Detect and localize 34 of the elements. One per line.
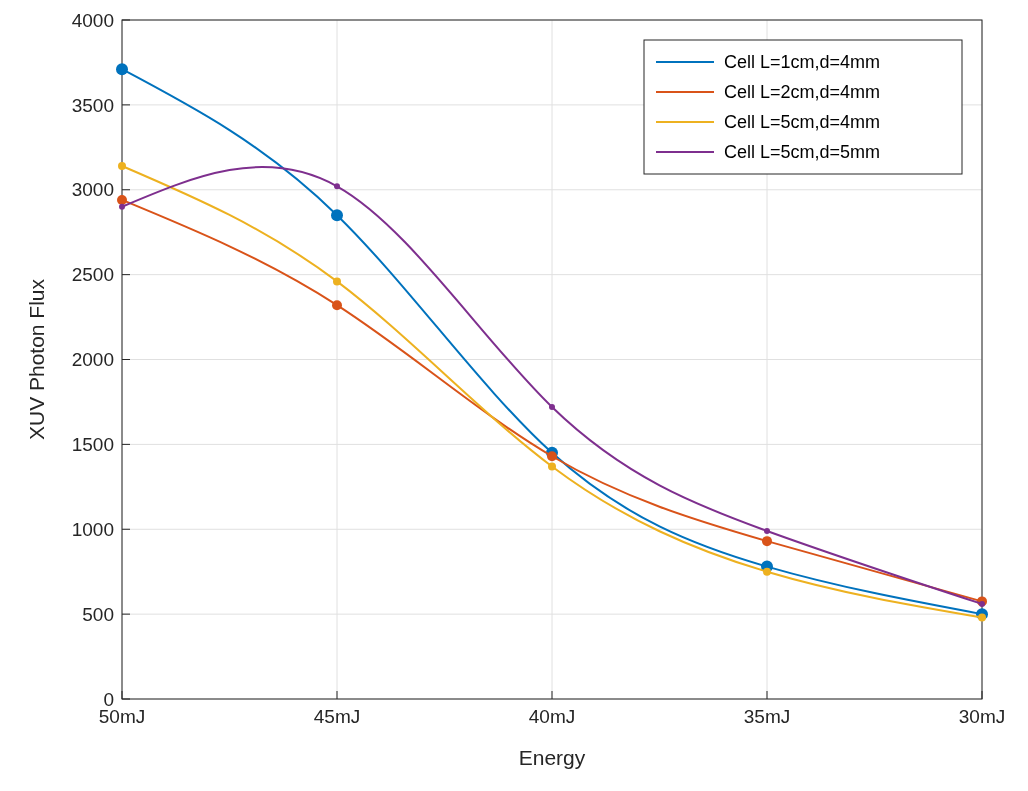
point [978,613,986,622]
legend-label: Cell L=5cm,d=4mm [724,112,881,133]
y-tick-label: 3000 [71,179,114,201]
legend-label: Cell L=2cm,d=4mm [724,82,881,103]
point [763,567,771,576]
point [116,63,128,76]
point [118,161,126,170]
point [979,600,985,607]
y-tick-label: 2500 [71,264,114,286]
x-tick-label: 40mJ [528,706,576,727]
x-tick-label: 35mJ [743,706,791,727]
point [549,404,555,411]
point [117,194,127,205]
y-tick-label: 2000 [71,349,114,371]
x-tick-label: 45mJ [313,706,361,727]
point [762,536,772,547]
point [764,527,770,534]
legend-label: Cell L=1cm,d=4mm [724,52,881,73]
point [547,451,557,462]
y-axis-title: XUV Photon Flux [25,278,48,441]
point [332,300,342,311]
point [333,277,341,286]
point [119,203,125,210]
y-tick-label: 4000 [71,9,114,31]
point [548,462,556,471]
legend-label: Cell L=5cm,d=5mm [724,142,881,163]
y-tick-label: 500 [82,603,114,625]
y-tick-label: 1500 [71,434,114,456]
point [331,209,343,222]
x-tick-label: 30mJ [958,706,1006,727]
x-axis-title: Energy [518,746,586,769]
y-tick-label: 3500 [71,94,114,116]
point [334,183,340,190]
y-tick-label: 1000 [71,518,114,540]
